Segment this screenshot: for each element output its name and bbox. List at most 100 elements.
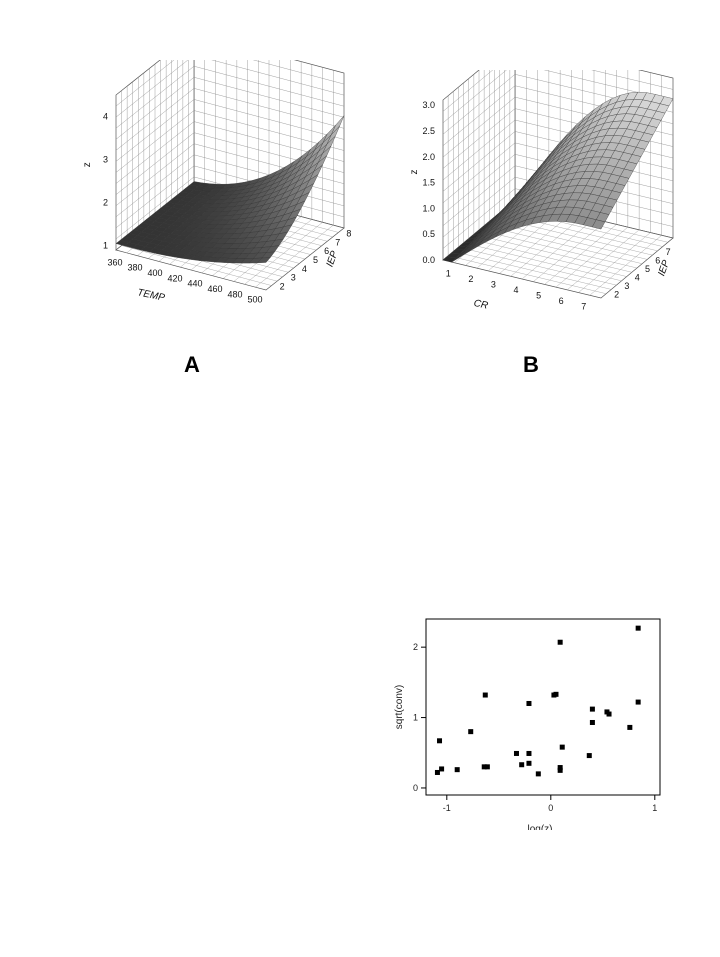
x-tick-label: 5 — [536, 290, 541, 300]
grid-line — [115, 77, 195, 140]
scatter-point — [589, 719, 595, 725]
scatter-point — [635, 699, 641, 705]
grid-line — [533, 221, 606, 282]
grid-line — [555, 226, 628, 288]
axis-labels: 0.00.51.01.52.02.53.012345672345678CRIEP… — [409, 100, 672, 312]
y-tick-label: 1 — [413, 713, 418, 723]
x-tick-label: 460 — [207, 284, 222, 294]
z-tick-label: 2.0 — [422, 152, 435, 162]
x-tick-label: 420 — [167, 273, 182, 283]
panel-label-a: A — [184, 352, 200, 377]
z-tick-label: 0.0 — [422, 255, 435, 265]
surface-plot-b: 0.00.51.01.52.02.53.012345672345678CRIEP… — [409, 70, 674, 312]
scatter-point — [627, 724, 633, 730]
scatter-point — [513, 750, 519, 756]
x-tick-label: 0 — [548, 803, 553, 813]
x-tick-label: 500 — [247, 295, 262, 305]
grid-line — [193, 77, 345, 118]
scatter-point — [482, 692, 488, 698]
grid-line — [578, 232, 651, 293]
grid-line — [115, 110, 195, 173]
y-axis-title: sqrt(conv) — [394, 685, 405, 729]
y-axis-title: IEP — [325, 249, 341, 268]
scatter-point — [484, 764, 490, 770]
y-tick-label: 3 — [291, 273, 296, 283]
surface-patch — [591, 219, 606, 230]
y-tick-label: 7 — [335, 237, 340, 247]
x-tick-label: 1 — [652, 803, 657, 813]
x-tick-label: 400 — [147, 268, 162, 278]
z-tick-label: 1 — [103, 241, 108, 251]
scatter-point — [606, 711, 612, 717]
scatter-point — [553, 691, 559, 697]
x-tick-label: 3 — [491, 280, 496, 290]
grid-line — [442, 70, 507, 124]
grid-line — [442, 70, 494, 112]
surface — [115, 115, 345, 264]
grid-line — [442, 96, 516, 158]
y-tick-label: 4 — [635, 273, 640, 283]
z-axis-title: z — [82, 162, 93, 167]
scatter-point — [439, 766, 445, 772]
grid-line — [484, 225, 643, 264]
y-tick-label: 3 — [624, 281, 629, 291]
grid-line — [442, 108, 516, 169]
scatter-point — [434, 769, 440, 775]
y-tick-label: 6 — [324, 246, 329, 256]
scatter-point — [557, 639, 563, 645]
scatter-plot: -1 0 1 0 1 2 log(z) sqrt(conv) — [394, 618, 661, 830]
grid-line — [567, 229, 640, 291]
grid-line — [115, 66, 195, 129]
x-tick-label: 7 — [581, 301, 586, 311]
scatter-point — [557, 767, 563, 773]
z-tick-label: 4 — [103, 112, 108, 122]
x-tick-label: 4 — [513, 285, 518, 295]
y-tick-label: 2 — [614, 290, 619, 300]
scatter-point — [481, 764, 487, 770]
y-tick-label: 0 — [413, 783, 418, 793]
x-tick-label: 360 — [107, 257, 122, 267]
y-tick-label: 2 — [280, 282, 285, 292]
y-tick-label: 7 — [666, 247, 671, 257]
scatter-point — [635, 625, 641, 631]
scatter-point — [437, 738, 443, 744]
x-tick-label: 380 — [127, 263, 142, 273]
grid-line — [211, 60, 345, 96]
grid-line — [442, 85, 516, 146]
scatter-point — [468, 729, 474, 735]
grid-line — [442, 74, 516, 135]
scatter-point — [454, 767, 460, 773]
y-tick-label: 6 — [655, 255, 660, 265]
grid-line — [589, 235, 662, 296]
plot-frame — [425, 618, 661, 796]
z-tick-label: 3 — [103, 155, 108, 165]
axis-labels: 12343603804004204404604805002345678TEMPI… — [82, 112, 351, 305]
surface-plot-a: 12343603804004204404604805002345678TEMPI… — [82, 60, 351, 305]
y-tick-label: 2 — [413, 642, 418, 652]
scatter-point — [557, 765, 563, 771]
grid-line — [193, 66, 345, 107]
z-tick-label: 2 — [103, 198, 108, 208]
x-axis-title: CR — [473, 298, 489, 312]
grid-line — [115, 99, 195, 162]
x-tick-label: 480 — [227, 289, 242, 299]
z-tick-label: 1.5 — [422, 178, 435, 188]
grid-line — [591, 70, 674, 90]
x-tick-label: 2 — [468, 274, 473, 284]
surface-patch — [257, 257, 271, 264]
z-tick-label: 1.0 — [422, 203, 435, 213]
x-tick-label: 6 — [559, 296, 564, 306]
x-tick-label: 440 — [187, 279, 202, 289]
grid-line — [193, 99, 345, 140]
grid-line — [544, 224, 617, 285]
y-tick-label: 5 — [645, 264, 650, 274]
y-axis-title: IEP — [656, 258, 672, 277]
y-tick-label: 5 — [313, 255, 318, 265]
x-tick-label: -1 — [443, 803, 451, 813]
y-tick-label: 8 — [346, 228, 351, 238]
surface — [442, 91, 674, 263]
grid-line — [252, 60, 345, 85]
scatter-point — [586, 753, 592, 759]
grid-line — [115, 88, 195, 151]
panel-label-b: B — [523, 352, 539, 377]
